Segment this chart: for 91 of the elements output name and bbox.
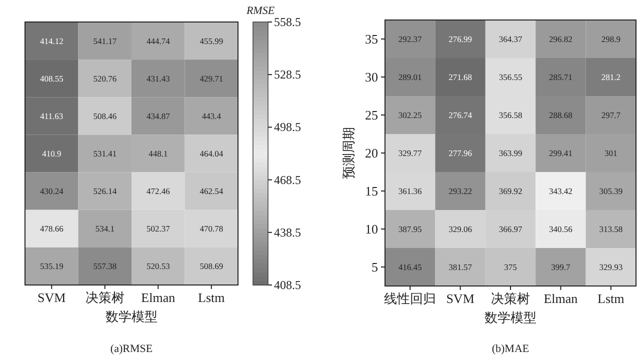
y-tick-label: 15 bbox=[365, 184, 378, 198]
data-label: 464.04 bbox=[200, 148, 224, 158]
data-label: 414.12 bbox=[40, 36, 64, 46]
data-label: 276.99 bbox=[448, 34, 472, 44]
data-label: 478.66 bbox=[40, 224, 64, 234]
data-label: 292.37 bbox=[398, 34, 422, 44]
data-label: 271.68 bbox=[448, 72, 472, 82]
data-label: 363.99 bbox=[498, 148, 522, 158]
x-tick-label: 决策树 bbox=[85, 290, 124, 305]
data-label: 520.53 bbox=[146, 261, 170, 272]
data-label: 399.7 bbox=[551, 262, 570, 272]
data-label: 526.14 bbox=[93, 186, 118, 196]
data-label: 448.1 bbox=[148, 148, 168, 158]
x-tick-label: SVM bbox=[38, 290, 66, 305]
data-label: 281.2 bbox=[601, 72, 620, 82]
color-bar-label: 408.5 bbox=[274, 278, 301, 292]
data-label: 296.82 bbox=[549, 34, 572, 44]
data-label: 416.45 bbox=[398, 262, 422, 272]
data-label: 277.96 bbox=[448, 148, 472, 158]
data-label: 381.57 bbox=[448, 262, 472, 272]
y-tick-label: 35 bbox=[365, 32, 378, 46]
x-tick-label: 决策树 bbox=[491, 291, 530, 306]
data-label: 289.01 bbox=[398, 72, 422, 82]
data-label: 520.76 bbox=[93, 73, 117, 84]
data-label: 369.92 bbox=[498, 186, 522, 196]
y-tick-label: 20 bbox=[365, 146, 378, 160]
data-label: 387.95 bbox=[398, 224, 422, 234]
data-label: 408.55 bbox=[40, 73, 64, 84]
data-label: 302.25 bbox=[398, 110, 422, 120]
data-label: 455.99 bbox=[200, 36, 224, 46]
data-label: 313.58 bbox=[599, 224, 623, 234]
data-label: 329.93 bbox=[599, 262, 623, 272]
data-label: 301 bbox=[604, 148, 618, 158]
data-label: 297.7 bbox=[601, 110, 620, 120]
data-label: 470.78 bbox=[200, 224, 224, 234]
color-bar-label: 528.5 bbox=[274, 68, 301, 82]
data-label: 411.63 bbox=[40, 110, 64, 121]
data-label: 364.37 bbox=[498, 34, 522, 44]
data-label: 343.42 bbox=[549, 186, 572, 196]
x-tick-label: 线性回归 bbox=[384, 291, 436, 306]
data-label: 531.41 bbox=[93, 148, 117, 158]
data-label: 285.71 bbox=[549, 72, 572, 82]
color-bar-label: 438.5 bbox=[274, 225, 301, 240]
color-bar-title: RMSE bbox=[245, 5, 275, 17]
data-label: 508.46 bbox=[93, 110, 117, 121]
y-tick-label: 30 bbox=[365, 70, 378, 84]
y-axis-title: 预测周期 bbox=[341, 127, 356, 179]
data-label: 410.9 bbox=[42, 148, 62, 158]
data-label: 534.1 bbox=[95, 224, 114, 234]
data-label: 340.56 bbox=[549, 224, 572, 234]
data-label: 429.71 bbox=[200, 73, 224, 84]
data-label: 462.54 bbox=[200, 186, 224, 196]
data-label: 361.36 bbox=[398, 186, 422, 196]
data-label: 375 bbox=[504, 262, 517, 272]
data-label: 288.68 bbox=[549, 110, 572, 120]
data-label: 541.17 bbox=[93, 36, 117, 46]
y-tick-label: 25 bbox=[365, 108, 378, 122]
data-label: 276.74 bbox=[448, 110, 473, 120]
data-label: 298.9 bbox=[601, 34, 620, 44]
x-tick-label: Elman bbox=[544, 291, 578, 306]
data-label: 293.22 bbox=[448, 186, 472, 196]
data-label: 434.87 bbox=[146, 110, 170, 121]
data-label: 431.43 bbox=[146, 73, 170, 84]
color-bar-label: 498.5 bbox=[274, 120, 301, 134]
y-tick-label: 5 bbox=[372, 260, 378, 274]
data-label: 508.69 bbox=[200, 261, 224, 272]
x-tick-label: Lstm bbox=[598, 291, 624, 306]
data-label: 430.24 bbox=[40, 186, 64, 196]
x-axis-title: 数学模型 bbox=[106, 309, 158, 324]
x-tick-label: Lstm bbox=[198, 290, 225, 305]
data-label: 366.97 bbox=[498, 224, 522, 234]
x-tick-label: SVM bbox=[446, 291, 475, 306]
data-label: 502.37 bbox=[146, 224, 170, 234]
color-bar-label: 468.5 bbox=[274, 172, 301, 187]
data-label: 329.06 bbox=[448, 224, 472, 234]
data-label: 443.4 bbox=[202, 110, 222, 121]
data-label: 305.39 bbox=[599, 186, 623, 196]
text: (b)MAE bbox=[492, 343, 530, 355]
data-label: 535.19 bbox=[40, 261, 64, 272]
data-label: 356.55 bbox=[498, 72, 522, 82]
text: (a)RMSE bbox=[110, 343, 153, 355]
data-label: 444.74 bbox=[146, 36, 171, 46]
x-tick-label: Elman bbox=[141, 290, 176, 305]
data-label: 329.77 bbox=[398, 148, 422, 158]
x-axis-title: 数学模型 bbox=[484, 310, 536, 325]
color-bar-label: 558.5 bbox=[274, 15, 301, 29]
data-label: 299.41 bbox=[549, 148, 572, 158]
data-label: 557.38 bbox=[93, 261, 117, 272]
data-label: 356.58 bbox=[498, 110, 522, 120]
data-label: 472.46 bbox=[146, 186, 170, 196]
y-tick-label: 10 bbox=[365, 222, 378, 236]
